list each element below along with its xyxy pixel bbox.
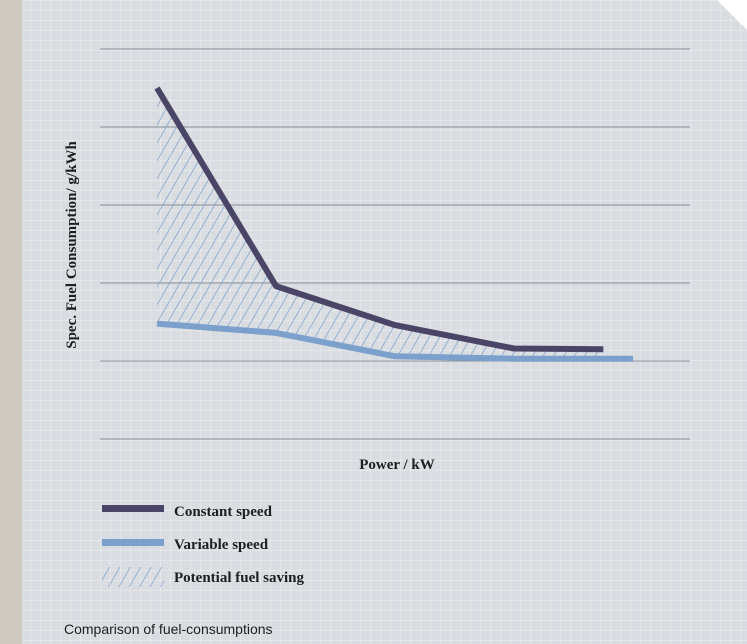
series-layer — [154, 86, 633, 362]
potential-fuel-saving-area — [157, 88, 604, 359]
x-axis-label: Power / kW — [359, 457, 435, 473]
y-axis-label: Spec. Fuel Consumption/ g/kWh — [64, 141, 80, 349]
legend-swatch-variable-speed — [102, 539, 164, 546]
side-strip — [0, 0, 22, 644]
series-line-constant-speed — [154, 86, 604, 353]
legend-swatch-constant-speed — [102, 505, 164, 512]
gridlines — [100, 48, 690, 440]
fill-area-layer — [157, 88, 604, 359]
series-line-variable-speed — [156, 320, 633, 362]
figure-caption: Comparison of fuel-consumptions — [64, 621, 273, 637]
legend: Constant speed Variable speed Potential … — [102, 504, 304, 587]
legend-label-constant-speed: Constant speed — [174, 504, 273, 520]
legend-swatch-potential-fuel-saving — [102, 567, 164, 587]
legend-label-variable-speed: Variable speed — [174, 537, 269, 553]
legend-label-potential-fuel-saving: Potential fuel saving — [174, 570, 304, 586]
